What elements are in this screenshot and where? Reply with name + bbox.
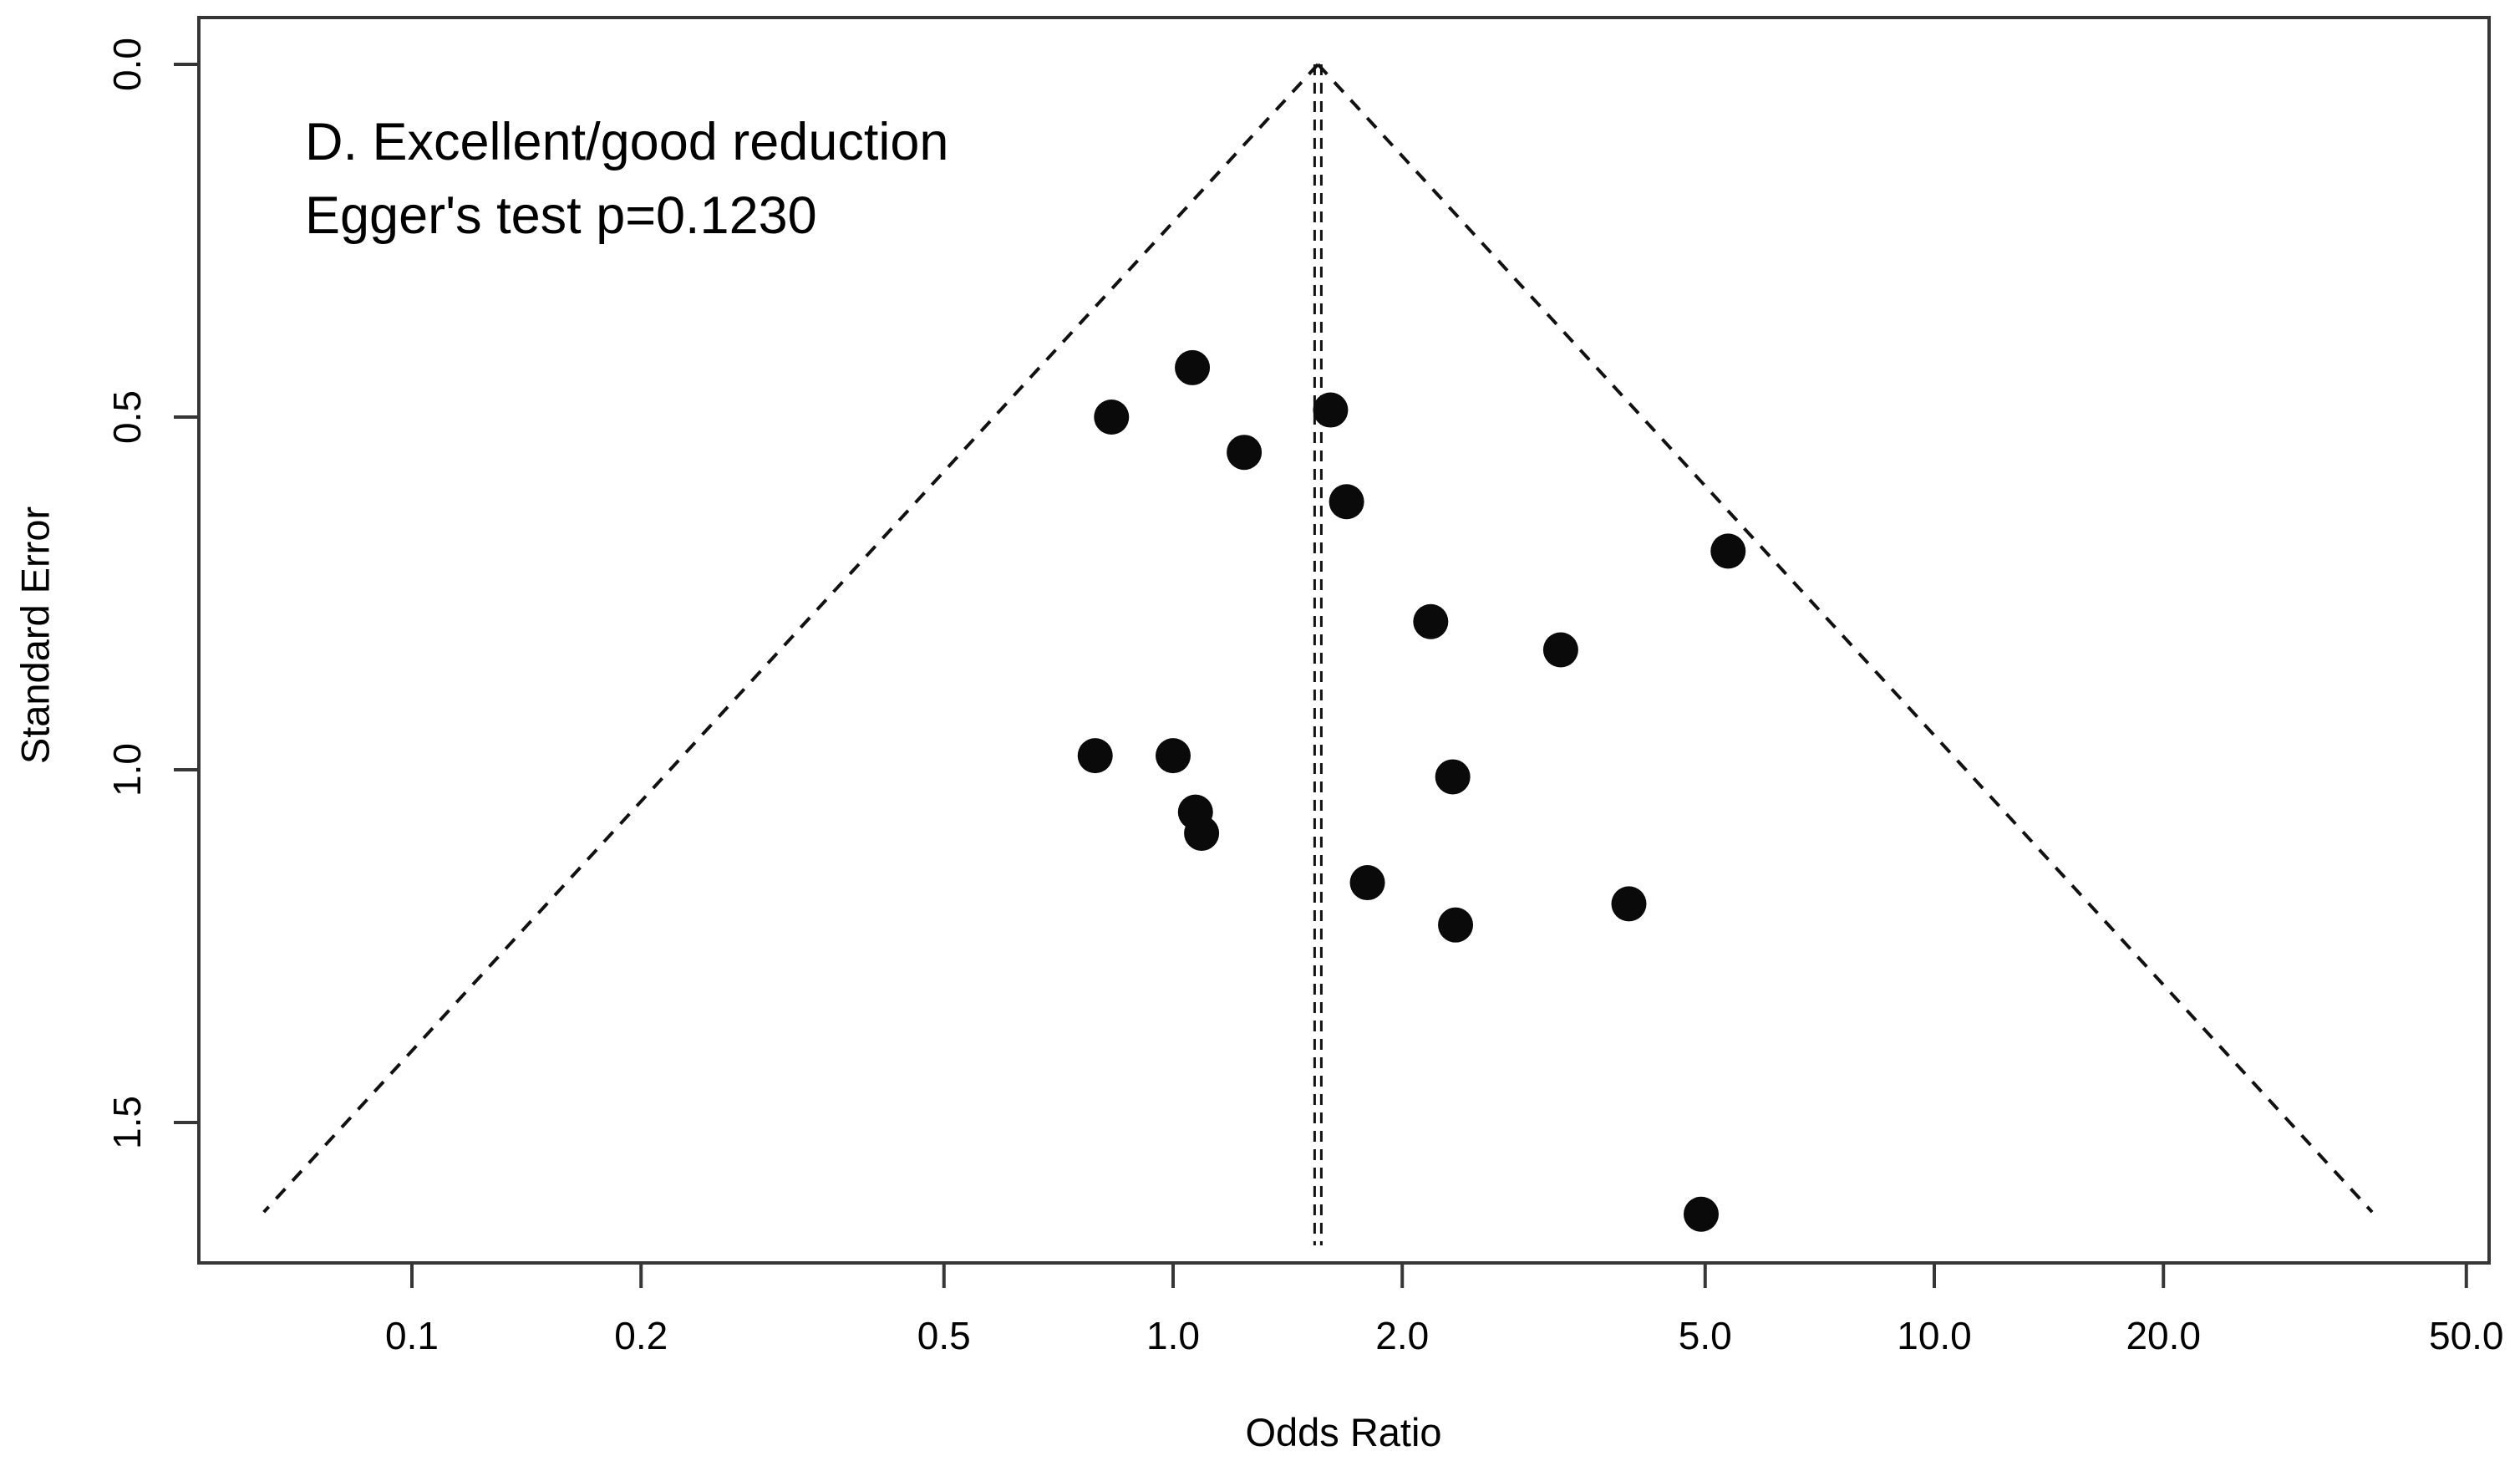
funnel-left-edge bbox=[262, 63, 1319, 1214]
x-tick-label: 50.0 bbox=[2428, 1314, 2504, 1357]
y-tick-label: 0.5 bbox=[105, 390, 149, 444]
study-point bbox=[1710, 533, 1746, 569]
x-tick-label: 0.1 bbox=[385, 1314, 439, 1357]
x-tick-label: 5.0 bbox=[1678, 1314, 1732, 1357]
x-axis-title: Odds Ratio bbox=[1245, 1410, 1442, 1454]
study-point bbox=[1413, 603, 1449, 639]
funnel-right-edge bbox=[1316, 63, 2374, 1214]
study-point bbox=[1329, 484, 1364, 520]
x-tick-label: 1.0 bbox=[1146, 1314, 1200, 1357]
eggers-test-annotation: Egger's test p=0.1230 bbox=[305, 186, 817, 245]
study-point bbox=[1184, 815, 1220, 851]
study-point bbox=[1175, 349, 1211, 385]
y-axis-title: Standard Error bbox=[13, 506, 58, 765]
x-tick-label: 0.2 bbox=[614, 1314, 668, 1357]
study-point bbox=[1077, 738, 1113, 774]
study-point bbox=[1435, 759, 1471, 795]
study-point bbox=[1094, 400, 1130, 435]
plot-frame bbox=[197, 16, 2491, 1265]
study-point bbox=[1683, 1196, 1719, 1232]
x-tick-label: 2.0 bbox=[1375, 1314, 1430, 1357]
y-tick-label: 1.0 bbox=[105, 743, 149, 797]
study-point bbox=[1156, 738, 1191, 774]
study-point bbox=[1313, 392, 1349, 428]
study-point bbox=[1438, 907, 1474, 943]
study-point bbox=[1227, 435, 1263, 471]
x-tick-label: 20.0 bbox=[2126, 1314, 2201, 1357]
y-tick-label: 0.0 bbox=[105, 38, 149, 91]
x-tick-label: 10.0 bbox=[1897, 1314, 1972, 1357]
study-point bbox=[1611, 886, 1647, 922]
x-tick-label: 0.5 bbox=[917, 1314, 971, 1357]
study-point bbox=[1542, 632, 1578, 668]
panel-title: D. Excellent/good reduction bbox=[305, 113, 949, 171]
study-point bbox=[1349, 865, 1385, 901]
y-tick-label: 1.5 bbox=[105, 1096, 149, 1149]
